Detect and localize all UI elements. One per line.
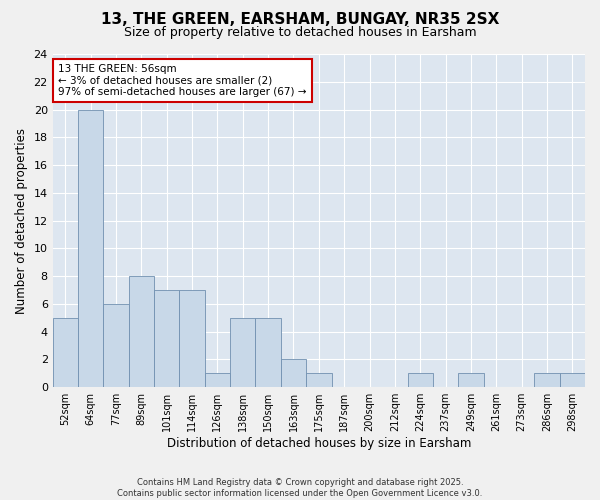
Bar bbox=[103, 304, 129, 387]
Bar bbox=[154, 290, 179, 387]
Bar bbox=[407, 374, 433, 387]
X-axis label: Distribution of detached houses by size in Earsham: Distribution of detached houses by size … bbox=[167, 437, 471, 450]
Bar bbox=[256, 318, 281, 387]
Text: 13, THE GREEN, EARSHAM, BUNGAY, NR35 2SX: 13, THE GREEN, EARSHAM, BUNGAY, NR35 2SX bbox=[101, 12, 499, 28]
Text: Contains HM Land Registry data © Crown copyright and database right 2025.
Contai: Contains HM Land Registry data © Crown c… bbox=[118, 478, 482, 498]
Bar bbox=[560, 374, 585, 387]
Bar bbox=[205, 374, 230, 387]
Bar bbox=[230, 318, 256, 387]
Bar bbox=[129, 276, 154, 387]
Bar bbox=[179, 290, 205, 387]
Y-axis label: Number of detached properties: Number of detached properties bbox=[15, 128, 28, 314]
Bar bbox=[281, 360, 306, 387]
Bar bbox=[306, 374, 332, 387]
Bar bbox=[53, 318, 78, 387]
Bar bbox=[78, 110, 103, 387]
Bar bbox=[535, 374, 560, 387]
Bar bbox=[458, 374, 484, 387]
Text: 13 THE GREEN: 56sqm
← 3% of detached houses are smaller (2)
97% of semi-detached: 13 THE GREEN: 56sqm ← 3% of detached hou… bbox=[58, 64, 307, 97]
Text: Size of property relative to detached houses in Earsham: Size of property relative to detached ho… bbox=[124, 26, 476, 39]
